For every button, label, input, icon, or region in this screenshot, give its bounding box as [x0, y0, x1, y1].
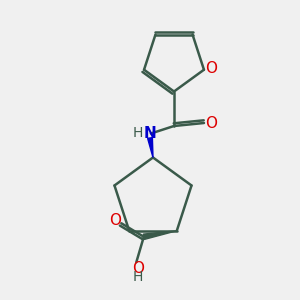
Text: N: N	[144, 126, 156, 141]
Polygon shape	[143, 231, 177, 239]
Text: O: O	[206, 61, 218, 76]
Text: O: O	[109, 213, 121, 228]
Text: H: H	[133, 270, 143, 284]
Text: O: O	[132, 261, 144, 276]
Text: H: H	[133, 126, 143, 140]
Text: O: O	[206, 116, 218, 130]
Polygon shape	[148, 138, 153, 158]
